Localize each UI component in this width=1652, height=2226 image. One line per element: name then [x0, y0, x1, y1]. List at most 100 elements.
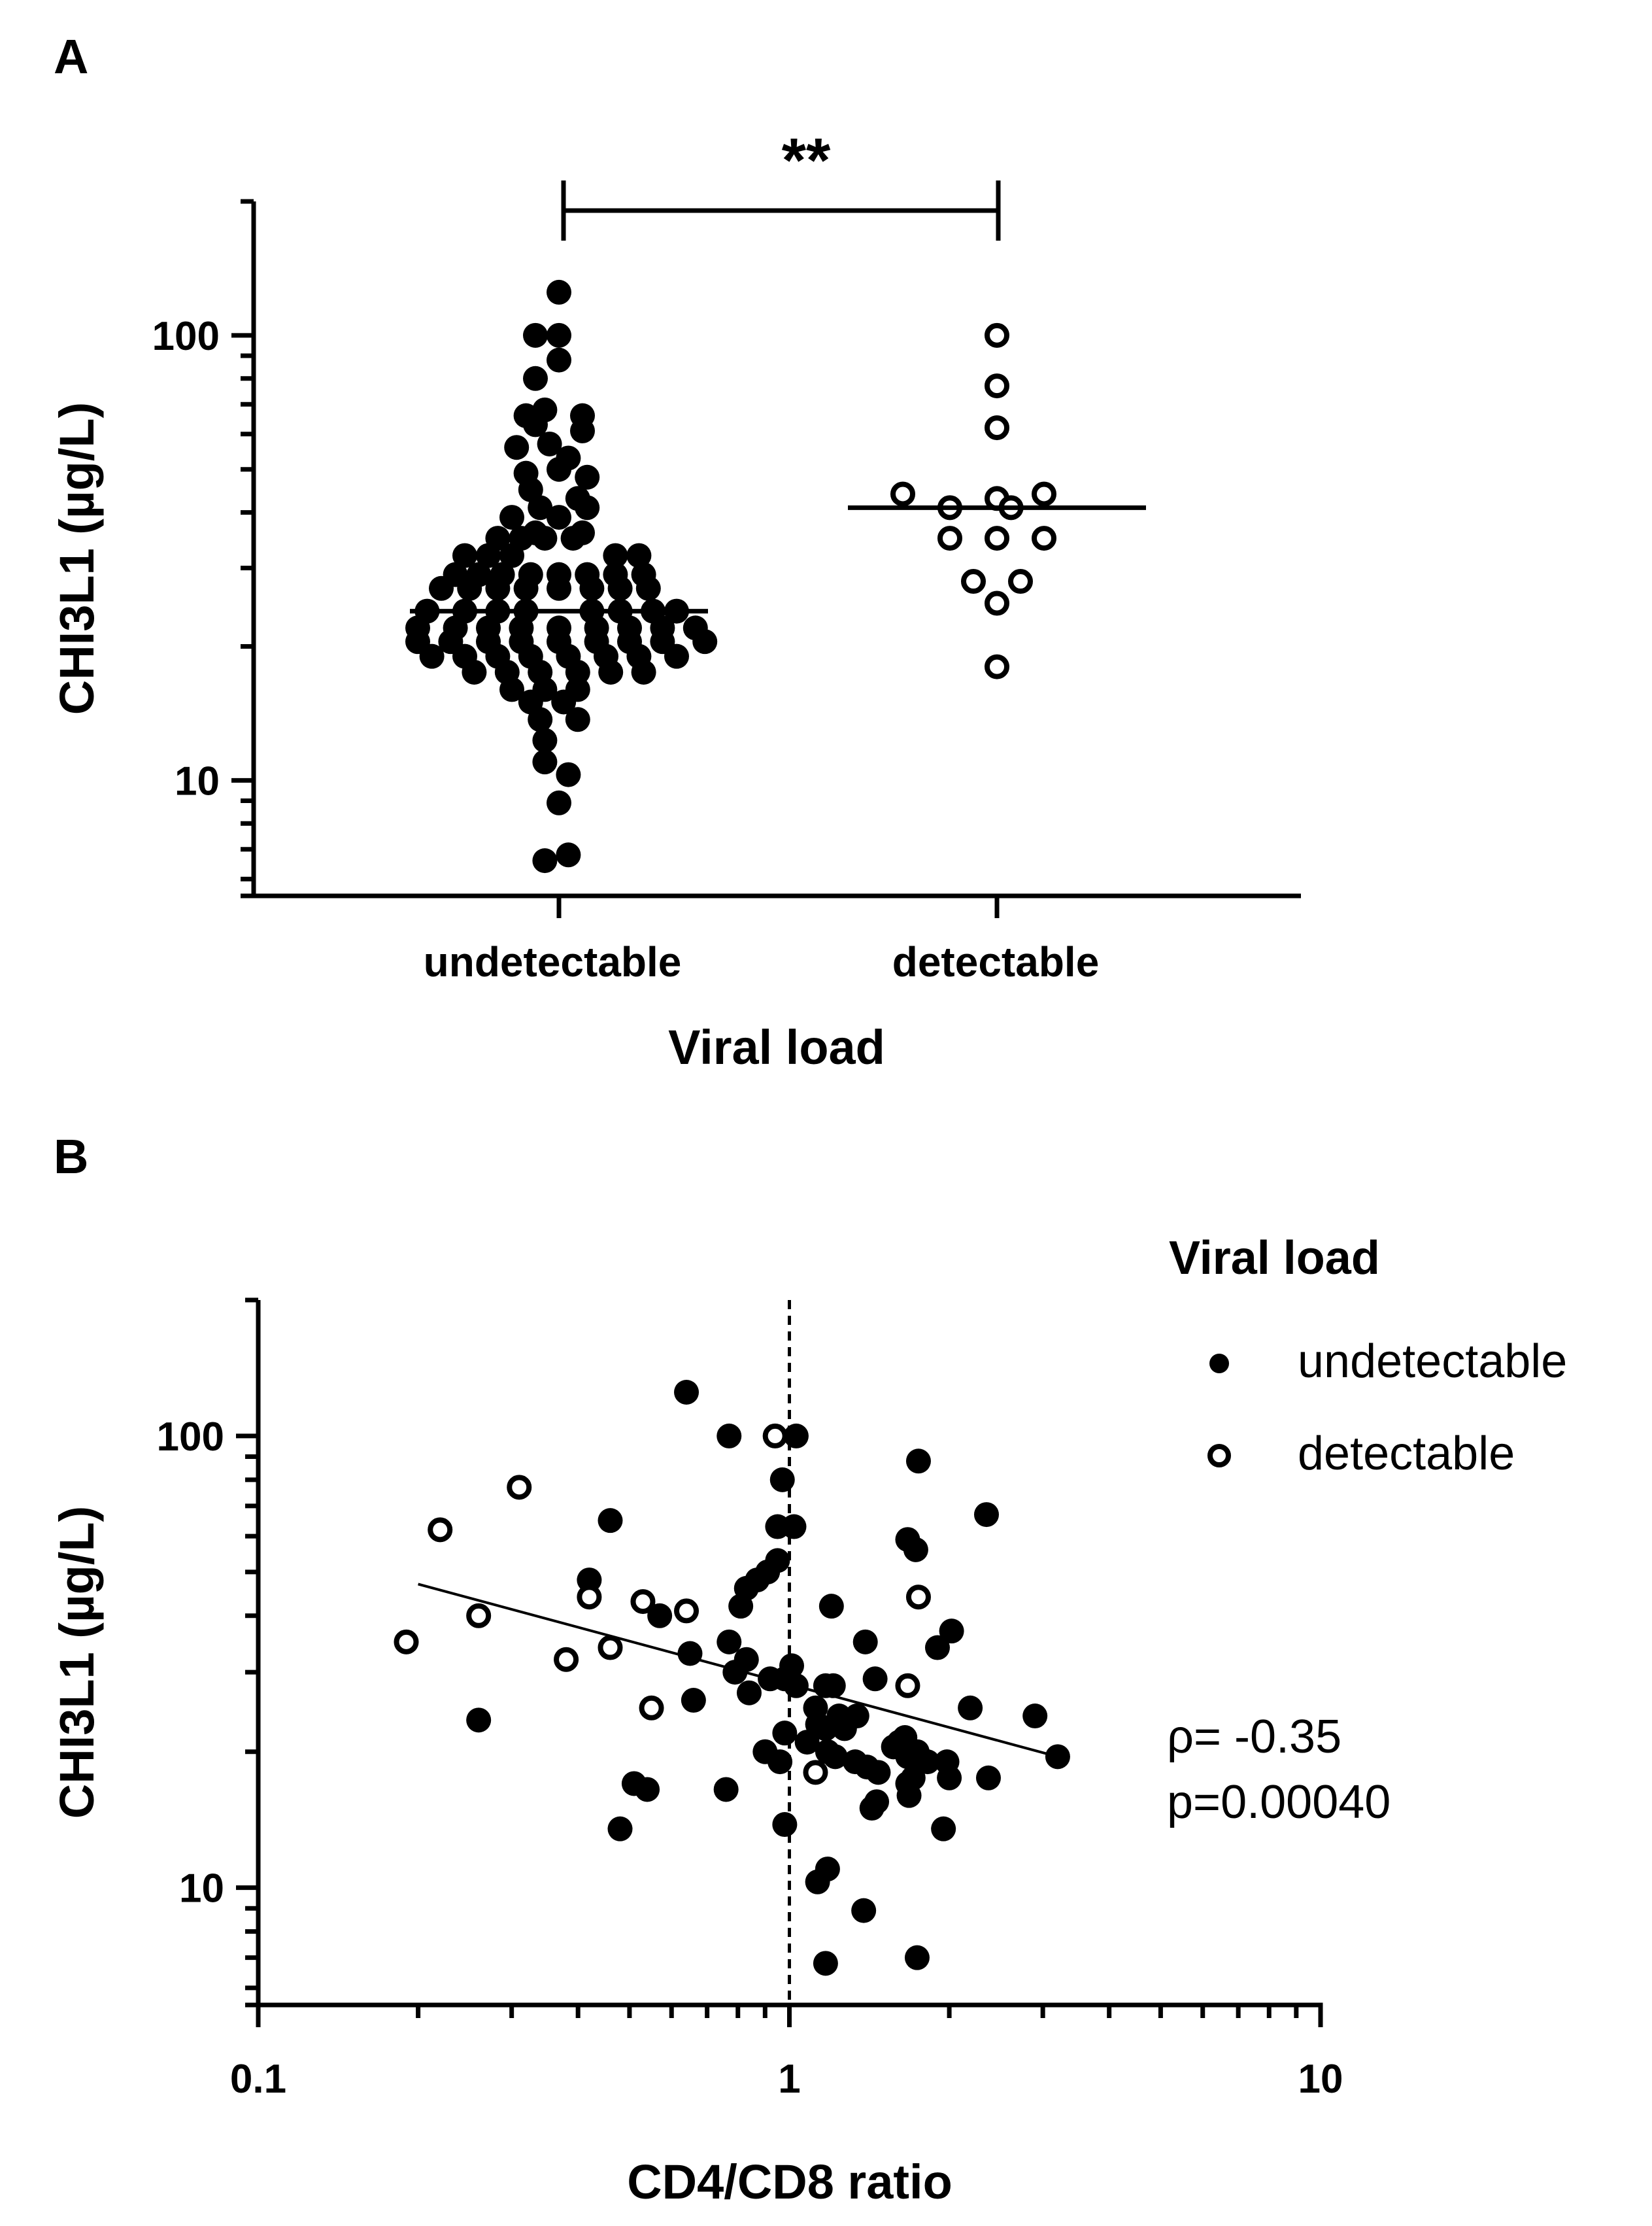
undetectable-point [452, 543, 477, 568]
panel-a-label: A [54, 29, 88, 84]
undetectable-point [504, 435, 530, 460]
undetectable-point [419, 643, 445, 669]
undetectable-point [832, 1716, 857, 1741]
rho-annotation: ρ= -0.35 [1167, 1711, 1341, 1763]
undetectable-point [499, 543, 524, 568]
panel-b-x-tick-label: 1 [778, 2057, 800, 2102]
undetectable-point [851, 1898, 877, 1923]
undetectable-point [767, 1749, 793, 1775]
undetectable-point [904, 1945, 930, 1970]
undetectable-point [677, 1641, 703, 1666]
undetectable-point [532, 526, 558, 551]
panel-b-x-axis-title: CD4/CD8 ratio [627, 2155, 952, 2209]
undetectable-point [532, 728, 558, 753]
undetectable-point [781, 1514, 807, 1539]
undetectable-point [556, 842, 581, 868]
legend-entry-undetectable: undetectable [1298, 1335, 1567, 1388]
undetectable-point [598, 659, 624, 685]
undetectable-point [513, 575, 539, 601]
undetectable-point [813, 1951, 838, 1976]
panel-b-label: B [54, 1129, 88, 1184]
detectable-point [428, 1517, 453, 1543]
undetectable-point [565, 707, 590, 732]
panel-a-x-category-label: detectable [892, 938, 1100, 985]
legend-marker-filled [1209, 1354, 1229, 1373]
panel-a-x-category-label: undetectable [424, 938, 682, 985]
undetectable-point [674, 1379, 700, 1405]
undetectable-point [716, 1423, 742, 1448]
detectable-point [639, 1695, 664, 1721]
undetectable-point [547, 279, 571, 305]
undetectable-point [681, 1688, 706, 1713]
panel-b-x-tick-label: 0.1 [230, 2057, 286, 2102]
undetectable-point [547, 790, 571, 815]
undetectable-point [716, 1629, 742, 1654]
undetectable-point [818, 1594, 844, 1619]
panel-a-points [405, 180, 1146, 874]
undetectable-point [462, 659, 487, 685]
detectable-point [803, 1760, 828, 1785]
undetectable-point [958, 1695, 983, 1721]
panel-b-axes [236, 1297, 1323, 2027]
undetectable-point [457, 575, 482, 601]
undetectable-point [915, 1749, 940, 1775]
undetectable-point [523, 322, 548, 348]
undetectable-point [896, 1783, 922, 1808]
detectable-point [985, 322, 1009, 348]
undetectable-point [905, 1448, 931, 1474]
undetectable-point [499, 505, 524, 530]
undetectable-point [603, 543, 628, 568]
detectable-point [895, 1673, 920, 1698]
detectable-point [394, 1629, 419, 1654]
undetectable-point [772, 1812, 798, 1838]
detectable-point [554, 1647, 579, 1672]
detectable-point [937, 526, 962, 551]
regression-line [418, 1583, 1058, 1758]
undetectable-point [635, 575, 661, 601]
undetectable-point [1022, 1704, 1048, 1729]
undetectable-point [429, 575, 454, 601]
panel-b-y-axis-title: CHI3L1 (µg/L) [50, 1506, 104, 1819]
undetectable-point [532, 848, 558, 874]
undetectable-point [466, 1707, 492, 1733]
undetectable-point [547, 347, 571, 373]
detectable-point [985, 415, 1009, 441]
detectable-point [1008, 569, 1033, 594]
undetectable-point [805, 1869, 830, 1894]
undetectable-point [626, 543, 652, 568]
panel-a-x-axis-title: Viral load [668, 1020, 885, 1074]
undetectable-point [975, 1765, 1001, 1790]
undetectable-point [736, 1680, 762, 1705]
undetectable-point [859, 1796, 885, 1821]
undetectable-point [794, 1730, 820, 1755]
undetectable-point [570, 418, 595, 443]
undetectable-point [866, 1760, 891, 1785]
legend: Viral load undetectable detectable [1169, 1232, 1567, 1480]
detectable-point [985, 373, 1009, 399]
undetectable-point [664, 643, 689, 669]
undetectable-point [528, 707, 553, 732]
significance-label: ** [782, 126, 831, 196]
undetectable-point [560, 526, 586, 551]
detectable-point [905, 1584, 931, 1610]
undetectable-point [769, 1467, 795, 1492]
detectable-point [507, 1475, 532, 1500]
panel-a-y-tick-label: 10 [175, 759, 220, 804]
undetectable-point [813, 1716, 838, 1741]
undetectable-point [607, 575, 633, 601]
undetectable-point [631, 659, 656, 685]
legend-entry-detectable: detectable [1298, 1428, 1515, 1480]
panel-a-chart: 10 100 undetectable detectable Viral loa… [50, 126, 1301, 1074]
detectable-point [985, 654, 1009, 679]
undetectable-point [598, 1508, 623, 1533]
panel-b-x-tick-label: 10 [1298, 2057, 1343, 2102]
detectable-point [985, 591, 1009, 616]
undetectable-point [713, 1777, 739, 1802]
detectable-point [762, 1423, 788, 1448]
undetectable-point [973, 1502, 999, 1528]
detectable-point [961, 569, 986, 594]
undetectable-point [820, 1673, 846, 1698]
panel-b-points [394, 1379, 1070, 1976]
undetectable-point [728, 1594, 754, 1619]
undetectable-point [822, 1744, 848, 1770]
